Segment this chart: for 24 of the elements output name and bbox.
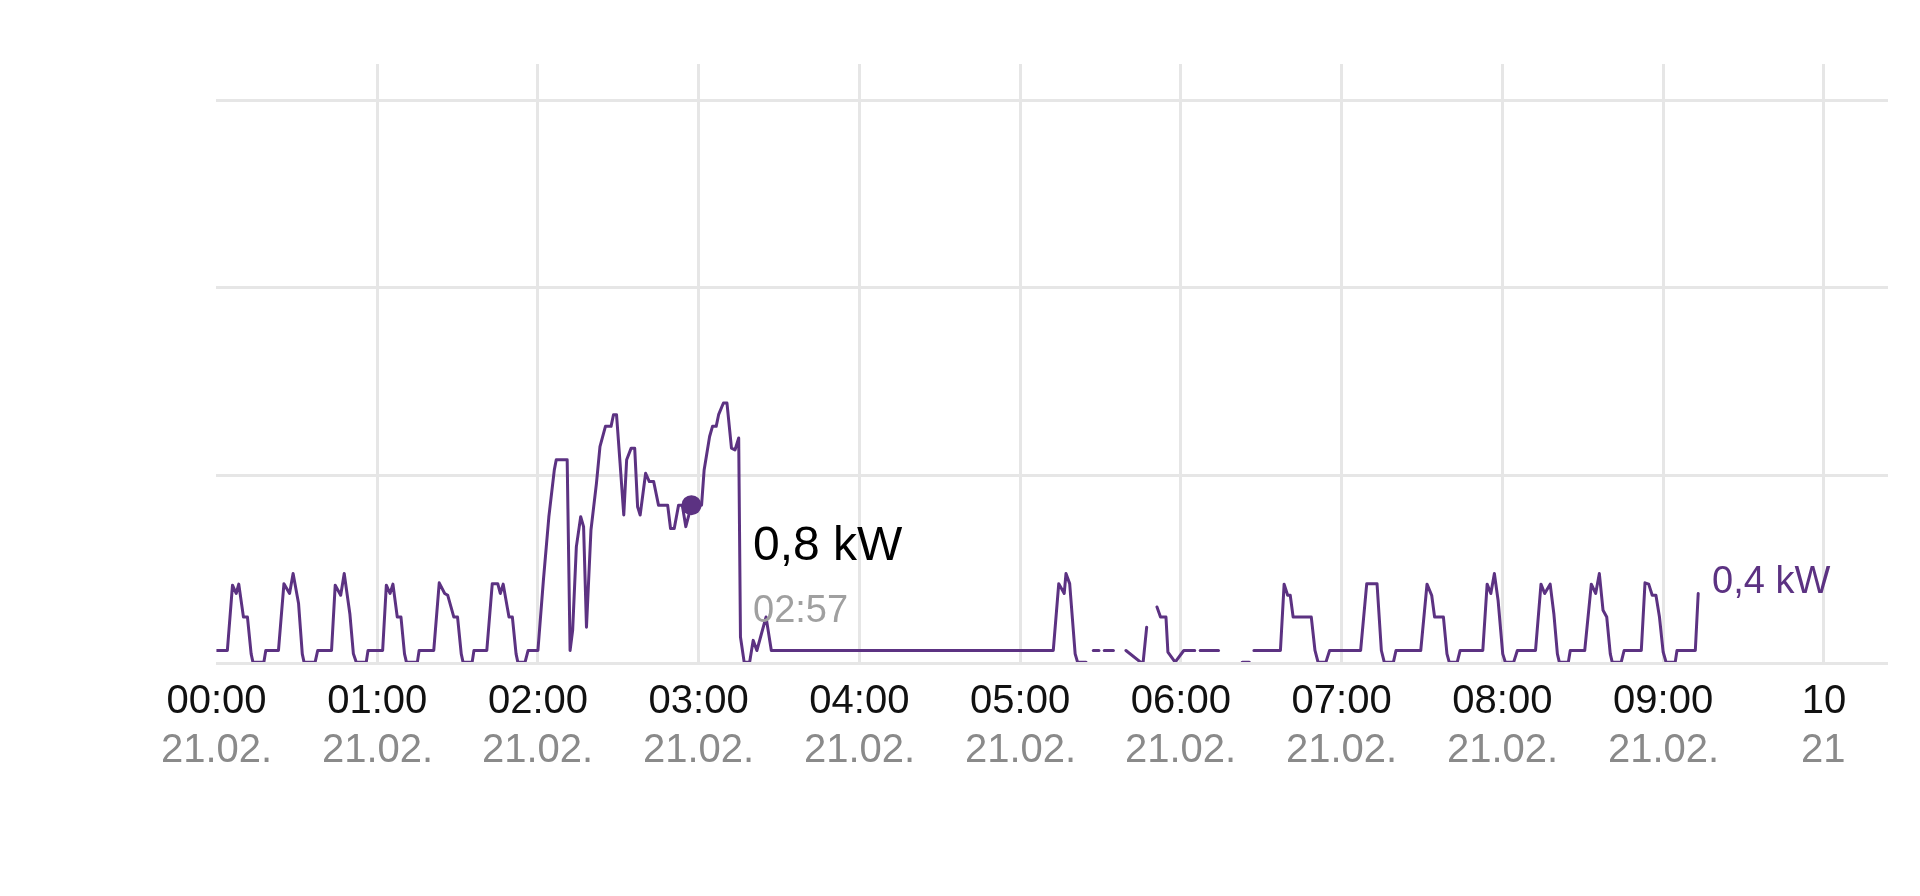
annotation: 0,4 kW: [1712, 559, 1831, 601]
text: 21.02.: [1447, 726, 1559, 770]
text: 21.02.: [804, 726, 916, 770]
x-tick-label: 06:00: [1130, 677, 1231, 722]
text: 21: [1801, 726, 1846, 770]
x-tick-label: 00:00: [166, 677, 267, 722]
x-tick-label: 02:00: [487, 677, 588, 722]
text: 21.02.: [1125, 726, 1237, 770]
text: 21.02.: [1608, 726, 1720, 770]
text: 21.02.: [965, 726, 1077, 770]
text: 21.02.: [482, 726, 594, 770]
text: 21.02.: [161, 726, 273, 770]
annotation: 0,8 kW 02:57: [753, 517, 904, 631]
x-tick-label: 04:00: [809, 677, 910, 722]
x-tick-label: 10: [1801, 677, 1847, 722]
text: 21.02.: [322, 726, 434, 770]
x-tick-label: 01:00: [327, 677, 428, 722]
x-tick-label: 08:00: [1452, 677, 1553, 722]
x-tick-label: 07:00: [1291, 677, 1392, 722]
x-tick-label: 05:00: [970, 677, 1071, 722]
x-tick-label: 09:00: [1613, 677, 1714, 722]
text: 21.02.: [1286, 726, 1398, 770]
x-tick-label: 03:00: [648, 677, 749, 722]
text: 21.02.: [643, 726, 755, 770]
